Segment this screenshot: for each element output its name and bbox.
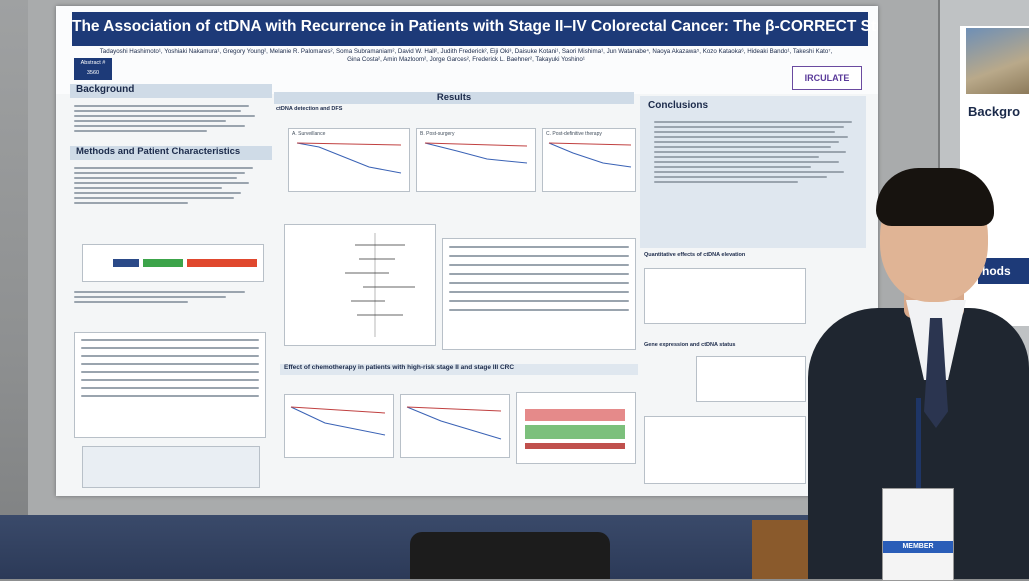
abstract-label: Abstract # — [80, 60, 106, 66]
subsection-gene-expr: Gene expression and ctDNA status — [644, 342, 736, 348]
section-results: Results — [274, 92, 634, 104]
volcano-plot — [696, 356, 806, 402]
abstract-number: 3560 — [86, 70, 100, 76]
section-chemo-effect: Effect of chemotherapy in patients with … — [280, 364, 638, 375]
chemo-km-plot-1 — [284, 394, 394, 458]
km-plot-surveillance: A. Surveillance — [288, 128, 410, 192]
poster-title: The Association of ctDNA with Recurrence… — [72, 18, 878, 35]
background-text — [74, 102, 264, 135]
km-curve-c — [548, 142, 632, 168]
km-label-b: B. Post-surgery — [420, 131, 455, 137]
ctdna-status-table — [442, 238, 636, 350]
chair-back — [410, 532, 610, 579]
author-list: Tadayoshi Hashimoto¹, Yoshiaki Nakamura¹… — [99, 48, 833, 63]
conclusions-text — [654, 118, 860, 186]
hair — [876, 168, 994, 226]
methods-text — [74, 164, 264, 207]
quant-table — [644, 268, 806, 324]
subsection-ctdna-dfs: ctDNA detection and DFS — [276, 106, 343, 112]
chemo-curve-2 — [406, 406, 502, 440]
research-poster: The Association of ctDNA with Recurrence… — [56, 6, 878, 496]
gene-table — [644, 416, 806, 484]
name-badge: MEMBER — [882, 488, 954, 581]
section-conclusions: Conclusions — [648, 100, 709, 111]
title-band: The Association of ctDNA with Recurrence… — [72, 12, 878, 46]
km-label-c: C. Post-definitive therapy — [546, 131, 602, 137]
neighbor-methods-band: hods — [978, 258, 1029, 284]
km-curve-b — [424, 142, 528, 164]
section-methods: Methods and Patient Characteristics — [70, 146, 272, 160]
km-plot-post-definitive: C. Post-definitive therapy — [542, 128, 636, 192]
forest-plot-marks — [345, 233, 415, 337]
lanyard — [916, 398, 921, 490]
circulate-logo: IRCULATE — [792, 66, 862, 90]
study-design-figure — [82, 244, 264, 282]
forest-plot — [284, 224, 436, 346]
presenter: MEMBER — [808, 168, 1029, 581]
sankey-figure — [516, 392, 636, 464]
km-plot-post-surgery: B. Post-surgery — [416, 128, 536, 192]
km-curve-a — [296, 142, 402, 174]
subsection-quant: Quantitative effects of ctDNA elevation — [644, 252, 746, 258]
conclusions-box: Conclusions — [640, 96, 866, 248]
poster-header: The Association of ctDNA with Recurrence… — [56, 6, 878, 94]
references-box — [82, 446, 260, 488]
methods-text-2 — [74, 288, 264, 306]
patient-characteristics-table — [74, 332, 266, 438]
neighbor-heading: Backgro — [968, 104, 1021, 119]
chemo-km-plot-2 — [400, 394, 510, 458]
chemo-curve-1 — [290, 406, 386, 436]
section-background: Background — [70, 84, 272, 98]
badge-member-band: MEMBER — [883, 541, 953, 553]
km-label-a: A. Surveillance — [292, 131, 326, 137]
abstract-badge: Abstract # 3560 — [74, 58, 112, 80]
neighbor-poster-photo — [966, 28, 1029, 94]
